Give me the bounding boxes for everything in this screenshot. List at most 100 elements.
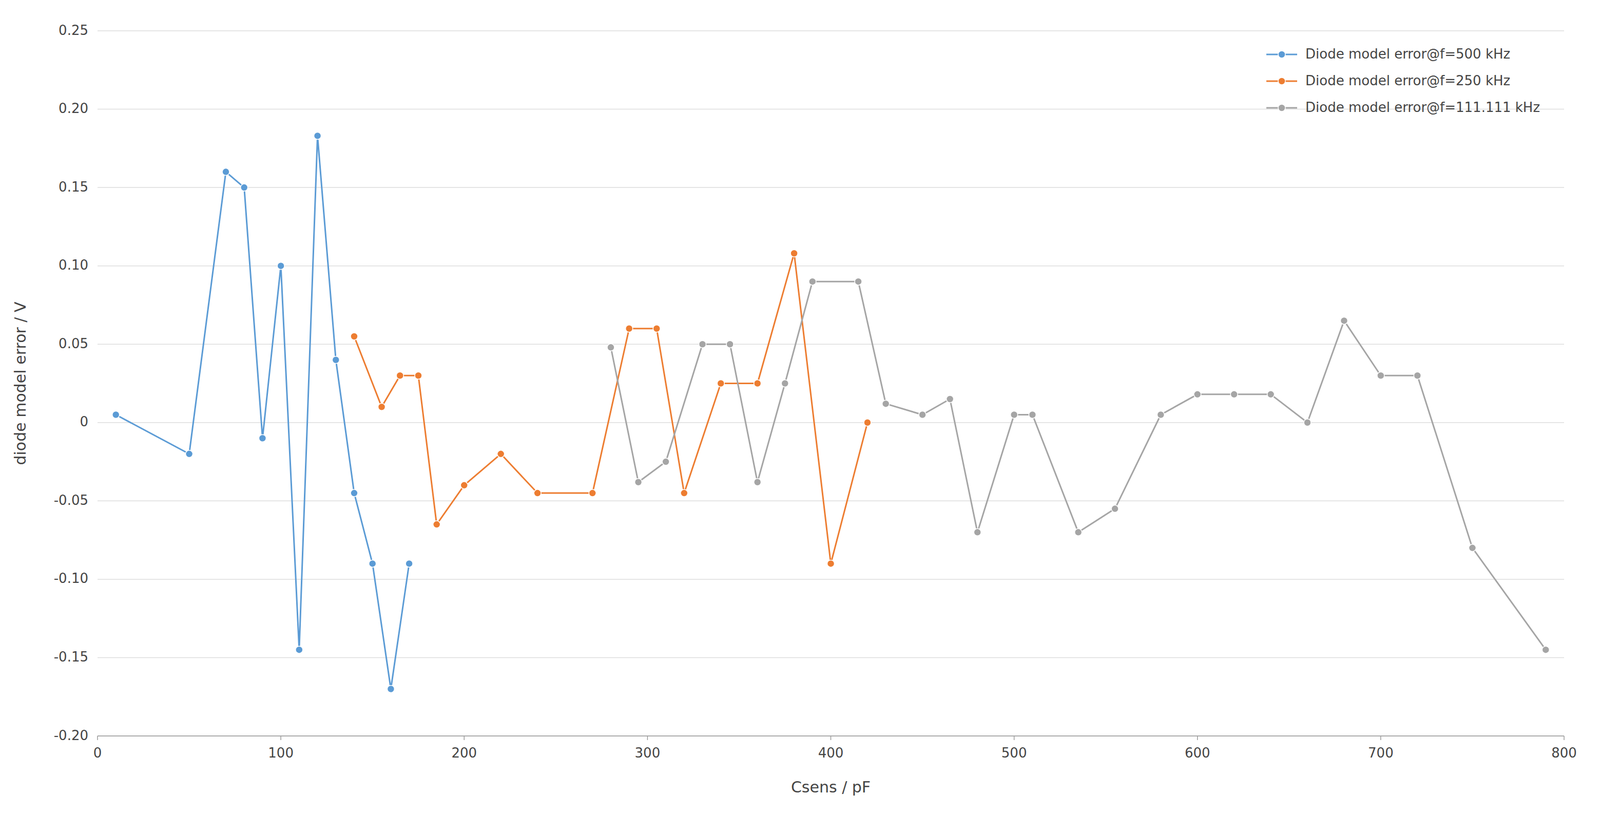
point xyxy=(808,277,817,285)
y-tick-label: -0.10 xyxy=(53,570,89,586)
point xyxy=(781,379,789,388)
point xyxy=(790,249,798,257)
point xyxy=(680,489,688,497)
point xyxy=(1230,390,1238,398)
y-axis-label: diode model error / V xyxy=(11,301,30,466)
point xyxy=(460,481,468,489)
plot-area xyxy=(112,131,1550,692)
x-tick xyxy=(647,735,649,740)
point xyxy=(827,559,835,567)
y-tick-label: 0.15 xyxy=(58,179,89,195)
point xyxy=(378,402,386,411)
point xyxy=(1157,411,1165,419)
legend-label: Diode model error@f=250 kHz xyxy=(1305,72,1511,89)
point xyxy=(607,343,615,351)
x-tick xyxy=(1013,735,1015,740)
point xyxy=(314,131,322,140)
x-tick-label: 600 xyxy=(1184,744,1211,761)
grid-line xyxy=(97,265,1565,267)
point xyxy=(946,395,954,403)
x-tick xyxy=(280,735,282,740)
point xyxy=(112,411,120,419)
grid-line xyxy=(97,657,1565,659)
x-tick xyxy=(1380,735,1382,740)
y-tick-label: 0.05 xyxy=(58,335,89,352)
series xyxy=(350,249,872,567)
series xyxy=(112,131,413,692)
point xyxy=(295,645,303,653)
point xyxy=(497,450,505,458)
x-tick-label: 400 xyxy=(818,744,844,761)
point xyxy=(625,324,633,333)
point xyxy=(396,371,404,379)
point xyxy=(863,418,872,427)
point xyxy=(433,520,441,528)
point xyxy=(350,489,358,497)
x-axis-label: Csens / pF xyxy=(791,777,871,796)
x-tick xyxy=(97,735,99,740)
y-tick-label: 0.10 xyxy=(58,257,89,273)
y-tick-label: -0.05 xyxy=(53,492,89,508)
point xyxy=(882,399,890,408)
point xyxy=(240,183,248,191)
point xyxy=(222,168,230,176)
point xyxy=(387,684,395,692)
y-tick-label: -0.15 xyxy=(53,648,89,665)
y-tick-label: 0.25 xyxy=(58,22,89,38)
legend-marker xyxy=(1278,50,1286,59)
x-tick xyxy=(830,735,832,740)
point xyxy=(1377,371,1385,379)
point xyxy=(1028,411,1036,419)
legend-marker xyxy=(1278,104,1286,112)
grid-line xyxy=(97,186,1565,188)
series xyxy=(607,277,1550,653)
point xyxy=(1193,390,1202,398)
point xyxy=(662,457,670,466)
point xyxy=(350,332,358,340)
point xyxy=(1468,544,1476,552)
point xyxy=(754,379,762,388)
point xyxy=(1074,528,1083,536)
x-tick-label: 100 xyxy=(267,744,294,761)
grid-line xyxy=(97,30,1565,32)
point xyxy=(277,262,285,270)
point xyxy=(1010,411,1018,419)
x-tick-label: 800 xyxy=(1551,744,1577,761)
point xyxy=(973,528,981,536)
x-tick-label: 300 xyxy=(634,744,661,761)
point xyxy=(369,559,377,567)
x-tick-label: 700 xyxy=(1367,744,1394,761)
series-line xyxy=(116,135,410,689)
point xyxy=(717,379,725,388)
point xyxy=(588,489,596,497)
y-tick-label: -0.20 xyxy=(53,727,89,743)
point xyxy=(1340,316,1348,324)
point xyxy=(185,450,194,458)
point xyxy=(652,324,661,333)
point xyxy=(405,559,413,567)
point xyxy=(258,434,266,442)
legend-label: Diode model error@f=500 kHz xyxy=(1305,46,1511,62)
legend-marker xyxy=(1278,77,1286,85)
legend: Diode model error@f=500 kHz Diode model e… xyxy=(1266,46,1540,115)
legend-label: Diode model error@f=111.111 kHz xyxy=(1305,99,1540,115)
grid-line xyxy=(97,343,1565,345)
x-tick-label: 0 xyxy=(93,744,103,761)
point xyxy=(1267,390,1275,398)
point xyxy=(1541,645,1550,653)
series-line xyxy=(354,253,868,564)
y-tick-label: 0.20 xyxy=(58,100,89,117)
point xyxy=(1303,418,1312,427)
x-tick xyxy=(1563,735,1565,740)
series-line xyxy=(610,281,1546,650)
point xyxy=(918,411,927,419)
grid-line xyxy=(97,578,1565,580)
chart: -0.20 -0.15 -0.10 -0.05 0 0.05 0.10 0.15 0.20 0.2… xyxy=(0,0,1600,813)
point xyxy=(332,356,340,364)
grid-line xyxy=(97,421,1565,423)
point xyxy=(726,340,734,348)
point xyxy=(533,489,542,497)
point xyxy=(634,478,643,486)
point xyxy=(1111,505,1119,513)
grid-line xyxy=(97,500,1565,502)
